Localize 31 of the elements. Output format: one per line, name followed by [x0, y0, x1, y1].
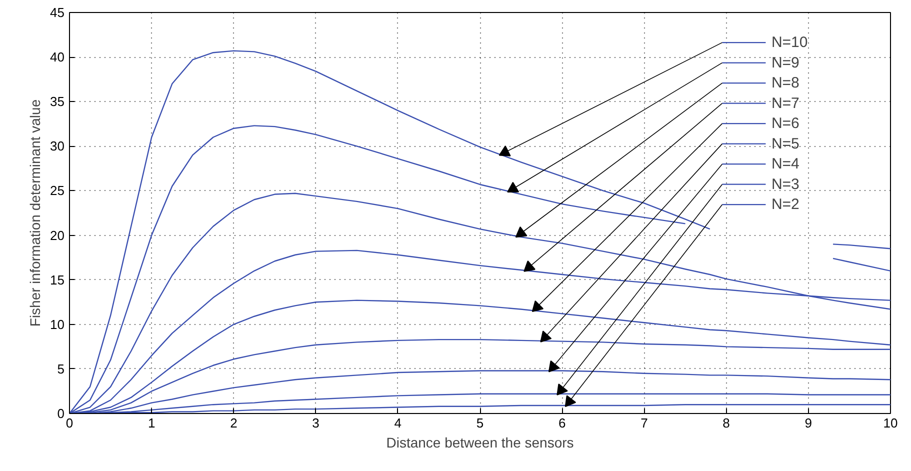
- legend-label: N=7: [771, 94, 800, 112]
- x-tick-label: 1: [148, 416, 156, 430]
- x-tick-label: 9: [804, 416, 812, 430]
- y-tick-label: 10: [50, 316, 65, 332]
- legend-label: N=10: [771, 34, 808, 52]
- legend-label: N=9: [771, 54, 800, 72]
- y-tick-label: 0: [57, 406, 65, 421]
- legend-label: N=8: [771, 74, 800, 92]
- legend-label: N=4: [771, 156, 800, 173]
- legend-label: N=5: [771, 135, 800, 152]
- x-tick-label: 3: [312, 416, 320, 430]
- y-tick-label: 25: [50, 183, 65, 198]
- x-tick-label: 6: [558, 416, 566, 430]
- legend-label: N=3: [771, 176, 800, 193]
- x-axis-title: Distance between the sensors: [386, 434, 574, 450]
- x-tick-label: 2: [230, 416, 238, 430]
- y-tick-label: 30: [50, 138, 65, 154]
- x-tick-label: 4: [394, 416, 402, 430]
- legend-label: N=2: [771, 196, 800, 214]
- x-tick-label: 7: [640, 416, 648, 430]
- y-tick-label: 35: [50, 94, 65, 110]
- y-tick-label: 40: [50, 50, 65, 65]
- y-tick-label: 15: [50, 272, 65, 288]
- y-tick-label: 20: [50, 228, 65, 243]
- x-tick-label: 8: [722, 416, 730, 430]
- legend-label: N=6: [771, 115, 800, 132]
- y-axis-title: Fisher information determinant value: [27, 99, 44, 327]
- y-tick-label: 5: [57, 361, 65, 376]
- x-tick-label: 5: [476, 416, 484, 430]
- y-tick-label: 45: [50, 5, 65, 20]
- x-tick-label: 10: [883, 416, 898, 430]
